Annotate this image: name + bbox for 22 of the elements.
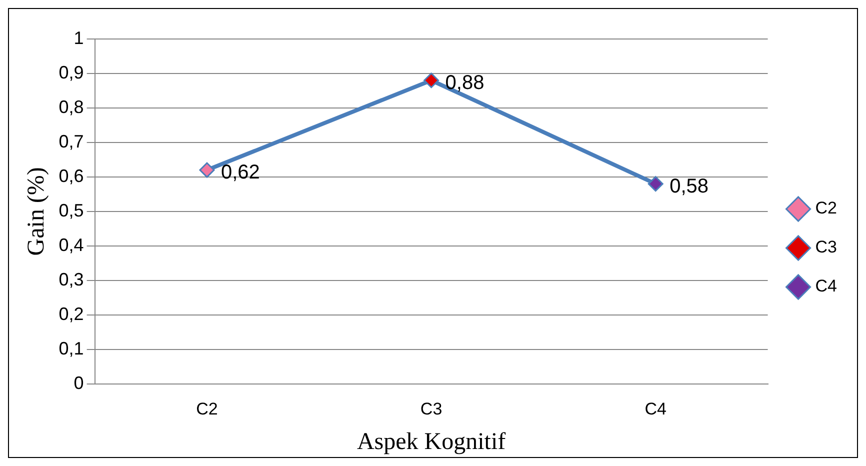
y-tick-label: 0,9 [58, 62, 84, 82]
y-tick-label: 0,3 [58, 269, 84, 290]
y-tick-label: 0 [74, 372, 84, 393]
legend-label: C3 [815, 238, 838, 257]
y-tick-label: 1 [74, 28, 84, 48]
y-tick-label: 0,1 [58, 338, 84, 358]
x-tick-label: C3 [420, 400, 442, 419]
x-tick-label: C2 [196, 400, 218, 419]
data-label: 0,62 [220, 162, 260, 184]
x-tick-label: C4 [644, 400, 666, 419]
data-label: 0,88 [445, 72, 484, 94]
legend-label: C2 [815, 198, 838, 218]
x-axis-title: Aspek Kognitif [356, 428, 506, 455]
data-label: 0,58 [670, 175, 709, 198]
y-tick-label: 0,2 [58, 304, 84, 324]
legend-label: C4 [815, 276, 838, 296]
y-tick-label: 0,5 [58, 200, 84, 220]
y-tick-label: 0,8 [58, 96, 84, 117]
y-tick-label: 0,7 [58, 131, 84, 152]
y-tick-label: 0,6 [58, 166, 84, 186]
y-tick-label: 0,4 [58, 234, 84, 255]
y-axis-title: Gain (%) [24, 167, 50, 256]
